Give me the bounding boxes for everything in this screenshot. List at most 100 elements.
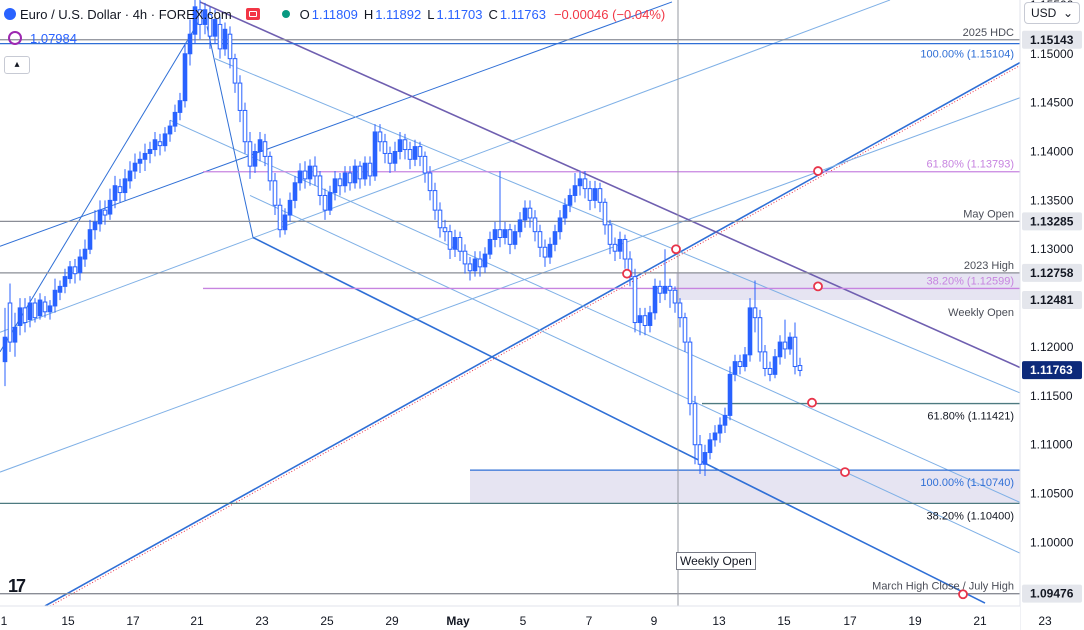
candle	[537, 224, 543, 258]
candle	[287, 192, 293, 222]
candle	[652, 278, 658, 320]
candle	[72, 259, 78, 284]
candle	[142, 143, 148, 172]
candle-body	[542, 246, 548, 258]
candle	[292, 175, 298, 209]
candle	[172, 104, 178, 132]
candle-body	[387, 152, 393, 164]
candle	[412, 139, 418, 167]
candle	[592, 180, 598, 209]
price-tick-label: 1.13000	[1030, 242, 1074, 256]
candle-body	[262, 141, 268, 157]
collapse-legend-button[interactable]: ▴	[4, 56, 30, 74]
candle	[602, 198, 608, 235]
candle-body	[622, 238, 628, 260]
symbol-title[interactable]: Euro / U.S. Dollar · 4h · FOREX.com	[20, 6, 232, 22]
candle	[132, 153, 138, 179]
open-value: 1.11809	[311, 6, 358, 22]
candle	[7, 283, 13, 352]
currency-selector[interactable]: USD ⌄	[1024, 2, 1080, 24]
tradingview-logo[interactable]: 17	[8, 576, 26, 596]
candle	[107, 188, 113, 220]
candle	[122, 169, 128, 201]
candle-body	[42, 301, 48, 313]
time-axis[interactable]: 1 15 17 21 23 25 29 May 5 7 9 13 15 17 19 21 23	[0, 605, 1052, 630]
candle	[367, 156, 373, 186]
candle	[657, 280, 663, 303]
candle	[22, 298, 28, 333]
candle	[407, 141, 413, 170]
candle-body	[502, 229, 508, 239]
candle-body	[782, 341, 788, 350]
candle	[372, 124, 378, 181]
candle-body	[62, 276, 68, 287]
candle	[437, 202, 443, 238]
candle-body	[362, 162, 368, 180]
candle-body	[442, 227, 448, 233]
price-axis[interactable]: 1.155001.150001.145001.140001.135001.130…	[1019, 0, 1084, 630]
candle-body	[597, 188, 603, 203]
pivot-marker	[807, 397, 817, 408]
candle-body	[222, 28, 228, 50]
candle-body	[682, 317, 688, 343]
price-axis-bg	[1020, 0, 1084, 630]
trendline-rising-parallel-light-1	[0, 0, 891, 333]
price-tick-label: 1.15000	[1030, 47, 1074, 61]
candle-body	[97, 209, 103, 225]
candle	[227, 26, 233, 69]
time-tick-label: 23	[1038, 614, 1052, 628]
candle-body	[17, 307, 23, 326]
indicator-legend[interactable]: 1.07984	[8, 28, 77, 48]
candle	[692, 395, 698, 465]
candle-body	[787, 336, 793, 350]
candle	[717, 417, 723, 443]
candle-body	[602, 201, 608, 226]
candle-body	[797, 365, 803, 371]
candle-body	[567, 194, 573, 206]
candle-body	[282, 214, 288, 231]
candle-body	[277, 204, 283, 231]
candle-body	[77, 256, 83, 274]
candle-body	[467, 263, 473, 272]
candle-body	[422, 155, 428, 174]
candle-body	[117, 186, 123, 194]
candle-body	[112, 185, 118, 201]
candle	[617, 231, 623, 260]
candle	[397, 131, 403, 160]
candle	[237, 75, 243, 123]
candle-body	[407, 149, 413, 160]
candle	[147, 141, 153, 164]
price-tag-bg	[1022, 290, 1082, 309]
candle	[82, 239, 88, 267]
candle-body	[572, 185, 578, 196]
candle-body	[582, 178, 588, 190]
level-labels-layer: 2025 HDC 100.00% (1.15104) 61.80% (1.13793…	[872, 27, 1014, 593]
flag-icon[interactable]	[245, 8, 260, 20]
candle	[782, 319, 788, 359]
candle	[702, 444, 708, 477]
candle	[762, 345, 768, 377]
candle-body	[152, 139, 158, 151]
candle	[792, 322, 798, 375]
candle	[777, 335, 783, 365]
candle-body	[732, 361, 738, 375]
candle	[217, 16, 223, 59]
candle	[547, 237, 553, 264]
price-tick-label: 1.14000	[1030, 145, 1074, 159]
candle	[752, 280, 758, 333]
candle-body	[37, 299, 43, 317]
candle-body	[417, 146, 423, 157]
candle	[27, 296, 33, 328]
candle-body	[267, 155, 273, 182]
candle-body	[302, 170, 308, 180]
candle-body	[482, 253, 488, 268]
candle	[202, 2, 208, 35]
price-tag-label: 1.11763	[1030, 363, 1073, 377]
candle-body	[402, 139, 408, 151]
candle-body	[392, 151, 398, 164]
close-value: 1.11763	[499, 6, 546, 22]
zone-1	[470, 470, 1020, 504]
candle-body	[612, 243, 618, 252]
candle	[62, 268, 68, 294]
